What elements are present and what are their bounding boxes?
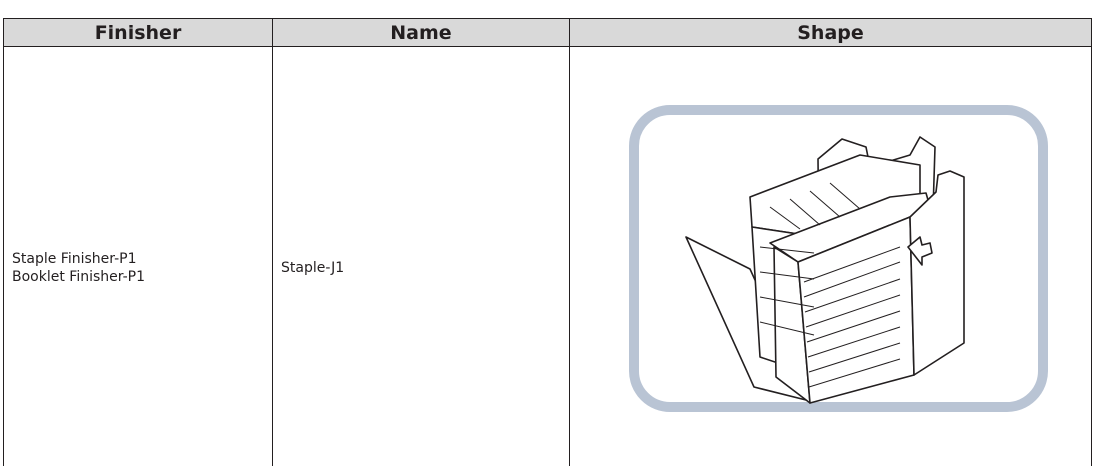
cell: Staple-J1 bbox=[272, 47, 570, 466]
cell bbox=[569, 47, 1092, 466]
cell-text: Staple Finisher-P1 Booklet Finisher-P1 bbox=[12, 250, 145, 286]
cell-text: Staple-J1 bbox=[281, 260, 345, 276]
header-cell: Name bbox=[272, 18, 570, 47]
table: Finisher Name Shape Staple Finisher-P1 B… bbox=[3, 18, 1092, 466]
shape-illustration bbox=[629, 105, 1048, 412]
line: Booklet Finisher-P1 bbox=[12, 269, 146, 285]
line: Staple Finisher-P1 bbox=[12, 251, 137, 267]
header-cell: Shape bbox=[569, 18, 1092, 47]
header-cell: Finisher bbox=[3, 18, 273, 47]
cell: Staple Finisher-P1 Booklet Finisher-P1 bbox=[3, 47, 273, 466]
